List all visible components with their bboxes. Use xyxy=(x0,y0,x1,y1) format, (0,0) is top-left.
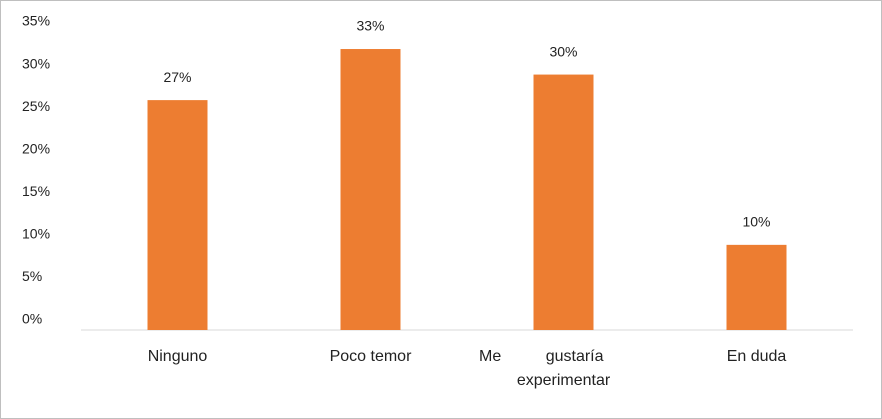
y-tick-label: 20% xyxy=(22,140,50,156)
y-tick-label: 5% xyxy=(22,268,42,284)
y-tick-label: 15% xyxy=(22,183,50,199)
x-tick-label: Ninguno xyxy=(148,348,208,365)
x-tick-label: Me gustaría experimentar xyxy=(479,348,648,389)
y-tick-label: 0% xyxy=(22,311,42,327)
bar xyxy=(340,49,401,331)
bar xyxy=(533,74,594,330)
value-label: 33% xyxy=(356,18,384,34)
y-tick-label: 10% xyxy=(22,226,50,242)
y-tick-label: 25% xyxy=(22,98,50,114)
y-tick-label: 30% xyxy=(22,55,50,71)
y-tick-label: 35% xyxy=(22,13,50,29)
value-label: 10% xyxy=(742,214,770,230)
x-tick-label: Poco temor xyxy=(330,348,412,365)
bar xyxy=(726,244,787,330)
bar xyxy=(147,100,208,330)
x-tick-label: En duda xyxy=(727,348,787,365)
value-label: 27% xyxy=(163,69,191,85)
value-label: 30% xyxy=(549,43,577,59)
